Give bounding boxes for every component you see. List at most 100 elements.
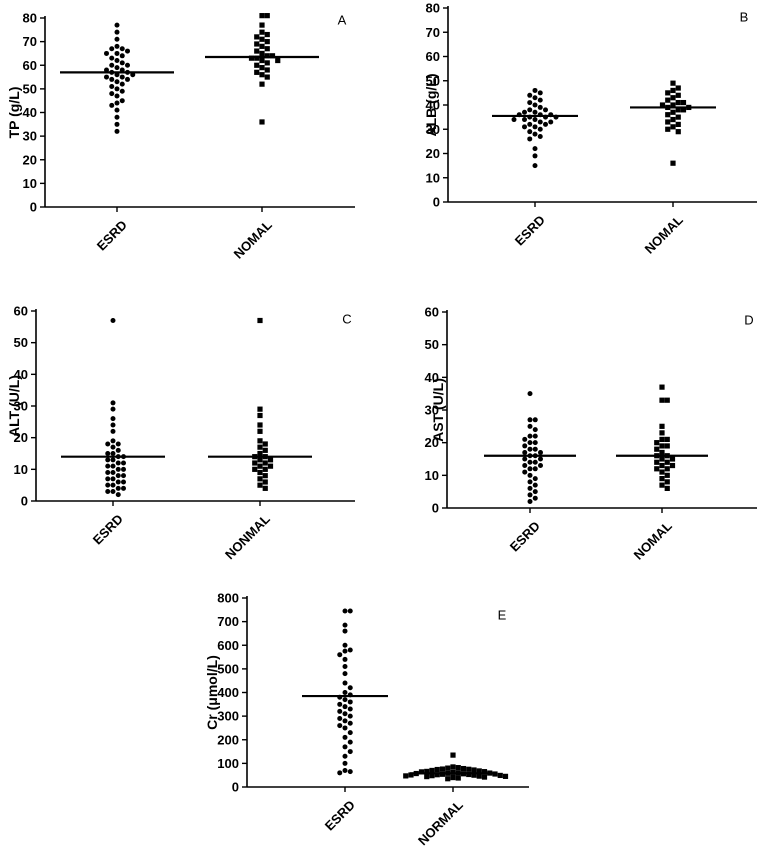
category-label: ESRD — [322, 797, 358, 833]
data-point — [264, 67, 270, 73]
data-point — [675, 114, 681, 120]
data-point — [664, 443, 670, 449]
y-tick-label: 300 — [217, 709, 239, 724]
data-point — [254, 62, 260, 68]
data-point — [670, 160, 676, 166]
data-point — [527, 417, 533, 423]
y-tick-label: 60 — [426, 49, 440, 64]
data-point — [257, 463, 263, 469]
panel-d: 0 10 20 30 40 50 60 AST (U/L) D ESRD NOMAL — [425, 305, 757, 563]
data-point — [659, 443, 665, 449]
panel-c: 0 10 20 30 40 50 60 ALT (U/L) C ESRD NONMAL — [6, 304, 355, 562]
data-point — [670, 116, 676, 123]
data-point — [532, 446, 538, 452]
data-point — [654, 459, 660, 465]
data-point — [342, 744, 348, 750]
data-point — [259, 57, 265, 64]
data-point — [665, 126, 671, 132]
data-point — [497, 772, 503, 779]
y-tick-label: 40 — [425, 370, 439, 385]
data-point — [476, 768, 482, 774]
data-point — [434, 772, 440, 778]
data-point — [532, 433, 538, 439]
data-point — [342, 656, 348, 662]
data-point — [532, 163, 538, 169]
data-point — [659, 462, 665, 469]
data-point — [342, 734, 348, 740]
data-point — [527, 459, 533, 465]
y-tick-label: 400 — [217, 685, 239, 700]
y-tick-label: 0 — [433, 195, 440, 210]
data-point — [259, 22, 265, 28]
data-point — [424, 768, 430, 775]
data-point — [418, 769, 425, 775]
data-point — [532, 153, 538, 159]
y-tick-label: 40 — [14, 367, 28, 382]
y-tick-label: 600 — [217, 638, 239, 653]
data-point — [527, 485, 533, 491]
data-point — [257, 438, 263, 444]
data-point — [275, 57, 281, 64]
data-point — [337, 723, 343, 729]
data-point — [257, 482, 263, 488]
data-point — [342, 671, 348, 677]
data-point — [119, 46, 125, 52]
data-point — [347, 608, 353, 614]
data-point — [259, 119, 265, 125]
y-tick-label: 30 — [425, 403, 439, 418]
data-point — [347, 749, 353, 755]
data-point — [259, 81, 265, 87]
data-point — [538, 456, 543, 462]
data-point — [259, 36, 265, 42]
y-tick-label: 200 — [217, 732, 239, 747]
y-tick-label: 800 — [217, 591, 239, 606]
data-point — [527, 423, 533, 429]
y-tick-label: 0 — [232, 780, 239, 795]
data-point — [665, 90, 671, 96]
data-point — [450, 764, 456, 770]
data-point — [119, 74, 125, 80]
data-point — [675, 99, 681, 106]
y-tick-label: 20 — [23, 152, 37, 167]
data-point — [527, 466, 533, 472]
data-point — [114, 107, 120, 113]
data-point — [543, 107, 548, 113]
data-point — [664, 436, 670, 442]
data-point — [476, 773, 482, 779]
data-point — [347, 685, 353, 691]
data-point — [115, 460, 121, 466]
data-point — [264, 31, 270, 38]
data-point — [654, 440, 660, 446]
y-tick-label: 30 — [23, 129, 37, 144]
data-point — [665, 119, 671, 125]
data-point — [342, 725, 348, 731]
data-point — [537, 134, 543, 140]
data-point — [445, 776, 451, 782]
data-point — [527, 100, 533, 106]
data-point — [408, 772, 414, 778]
data-point — [337, 770, 343, 776]
category-label: NOMAL — [631, 518, 675, 562]
panel-a: 0 10 20 30 40 50 60 70 80 TP (g/L) A ESRD NOMAL — [6, 11, 355, 262]
data-point — [455, 765, 461, 771]
data-point — [680, 99, 687, 106]
data-point — [114, 114, 120, 120]
data-point — [259, 43, 265, 49]
data-point — [537, 119, 543, 125]
y-tick-label: 50 — [23, 81, 37, 96]
data-point — [119, 53, 125, 59]
data-point — [664, 472, 670, 478]
data-point — [654, 446, 660, 452]
data-point — [532, 102, 538, 108]
data-point — [115, 492, 121, 498]
y-tick-label: 30 — [14, 399, 28, 414]
data-point — [527, 136, 533, 142]
data-point — [342, 680, 348, 686]
data-point — [264, 60, 270, 66]
panel-e: 0 100 200 300 400 500 600 700 800 Cr (μmol/L) E ESR… — [204, 591, 529, 848]
data-point — [114, 121, 120, 127]
data-point — [115, 473, 121, 479]
data-point — [537, 97, 543, 103]
data-point — [532, 87, 538, 93]
